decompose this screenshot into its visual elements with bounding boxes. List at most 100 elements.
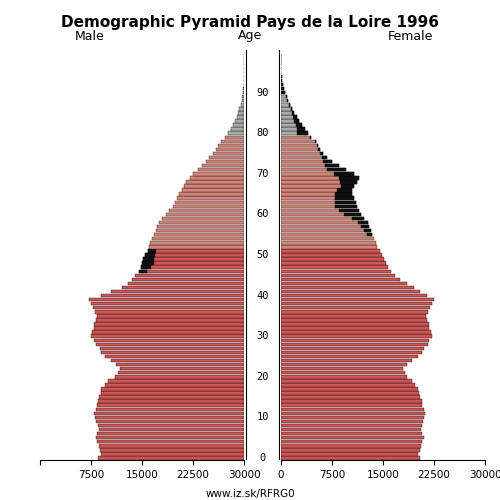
Bar xyxy=(281,338,429,342)
Bar xyxy=(115,375,244,378)
Bar xyxy=(202,164,244,168)
Bar xyxy=(281,298,434,302)
Bar xyxy=(89,298,244,302)
Bar xyxy=(166,212,244,216)
Bar xyxy=(281,290,420,294)
Text: Age: Age xyxy=(238,30,262,43)
Bar xyxy=(292,111,294,114)
Bar xyxy=(281,270,391,273)
Bar xyxy=(281,318,427,322)
Bar xyxy=(281,91,285,94)
Bar xyxy=(281,225,370,228)
Bar xyxy=(281,237,374,240)
Bar xyxy=(98,456,244,460)
Bar xyxy=(281,229,370,232)
Bar xyxy=(98,428,244,432)
Bar xyxy=(325,164,338,168)
Bar xyxy=(243,91,244,94)
Bar xyxy=(344,212,361,216)
Bar xyxy=(132,278,244,281)
Bar xyxy=(190,176,244,180)
Bar xyxy=(281,379,411,382)
Bar xyxy=(281,444,421,448)
Bar xyxy=(340,180,357,184)
Bar xyxy=(318,148,320,151)
Bar xyxy=(281,221,368,224)
Bar xyxy=(236,116,244,118)
Bar xyxy=(100,392,244,394)
Text: 80: 80 xyxy=(256,128,269,138)
Bar xyxy=(281,216,364,220)
Bar xyxy=(281,306,430,310)
Bar xyxy=(138,270,244,273)
Bar xyxy=(281,436,424,440)
Bar xyxy=(140,266,151,269)
Bar xyxy=(238,111,244,114)
Bar xyxy=(281,274,395,277)
Bar xyxy=(170,208,244,212)
Bar xyxy=(206,160,244,164)
Bar xyxy=(96,436,244,440)
Bar xyxy=(156,229,244,232)
Bar xyxy=(128,282,244,285)
Bar xyxy=(281,440,422,444)
Bar xyxy=(97,314,244,318)
Bar xyxy=(242,99,244,102)
Bar xyxy=(94,338,244,342)
Bar xyxy=(142,262,244,265)
Bar xyxy=(240,107,244,110)
Bar xyxy=(281,367,404,370)
Bar xyxy=(281,111,294,114)
Bar xyxy=(327,168,345,172)
Bar xyxy=(290,107,292,110)
Bar xyxy=(281,387,418,390)
Bar xyxy=(281,132,308,135)
Text: 30: 30 xyxy=(256,331,269,341)
Bar xyxy=(281,258,384,261)
Bar xyxy=(336,200,355,204)
Bar xyxy=(184,184,244,188)
Bar xyxy=(186,180,244,184)
Bar xyxy=(281,249,380,252)
Bar xyxy=(116,363,244,366)
Bar xyxy=(338,188,352,192)
Bar xyxy=(297,132,308,135)
Bar xyxy=(104,355,244,358)
Bar xyxy=(234,120,244,123)
Bar xyxy=(281,420,423,423)
Bar xyxy=(316,144,318,147)
Bar xyxy=(216,148,244,151)
Bar xyxy=(100,448,244,452)
Bar xyxy=(178,196,244,200)
Bar xyxy=(180,192,244,196)
Bar xyxy=(281,124,302,127)
Bar xyxy=(97,432,244,436)
Bar xyxy=(281,355,418,358)
Bar xyxy=(281,404,422,407)
Bar xyxy=(281,74,282,78)
Bar xyxy=(281,99,288,102)
Bar xyxy=(138,270,147,273)
Bar xyxy=(120,367,244,370)
Bar xyxy=(338,208,359,212)
Bar xyxy=(91,334,244,338)
Bar xyxy=(162,216,244,220)
Bar xyxy=(281,278,400,281)
Bar xyxy=(281,400,422,403)
Bar xyxy=(221,140,244,143)
Bar xyxy=(281,375,407,378)
Bar xyxy=(338,176,359,180)
Bar xyxy=(364,229,370,232)
Bar xyxy=(281,456,420,460)
Bar xyxy=(101,294,244,298)
Bar xyxy=(157,225,244,228)
Bar xyxy=(281,78,282,82)
Bar xyxy=(146,254,155,256)
Bar xyxy=(112,359,244,362)
Bar xyxy=(99,396,244,399)
Bar xyxy=(96,420,244,423)
Bar xyxy=(281,176,359,180)
Bar xyxy=(281,152,323,155)
Bar xyxy=(281,322,428,326)
Bar xyxy=(281,103,290,106)
